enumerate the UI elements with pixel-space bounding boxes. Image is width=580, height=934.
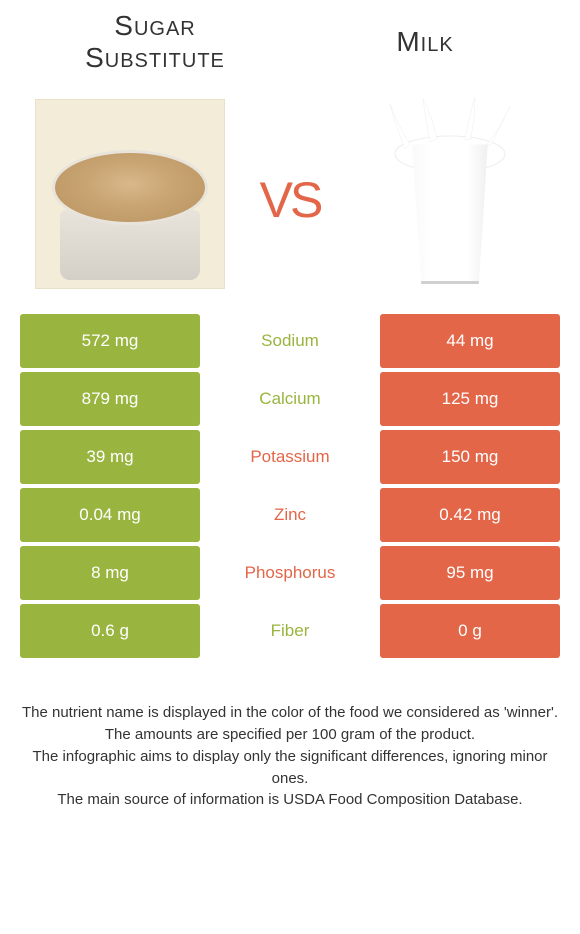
table-row: 0.04 mgZinc0.42 mg [20,488,560,542]
right-value-cell: 0.42 mg [380,488,560,542]
right-food-title: Milk [310,26,540,58]
right-value-cell: 125 mg [380,372,560,426]
nutrient-table: 572 mgSodium44 mg879 mgCalcium125 mg39 m… [0,314,580,658]
left-value-cell: 879 mg [20,372,200,426]
nutrient-label: Zinc [200,488,380,542]
table-row: 0.6 gFiber0 g [20,604,560,658]
nutrient-label: Calcium [200,372,380,426]
left-value-cell: 8 mg [20,546,200,600]
left-food-title: Sugar Substitute [40,10,270,74]
left-value-cell: 0.04 mg [20,488,200,542]
nutrient-label: Fiber [200,604,380,658]
nutrient-label: Phosphorus [200,546,380,600]
nutrient-label: Sodium [200,314,380,368]
right-value-cell: 0 g [380,604,560,658]
left-value-cell: 0.6 g [20,604,200,658]
footer-line: The nutrient name is displayed in the co… [20,702,560,724]
left-value-cell: 39 mg [20,430,200,484]
right-value-cell: 150 mg [380,430,560,484]
table-row: 879 mgCalcium125 mg [20,372,560,426]
footer-line: The amounts are specified per 100 gram o… [20,724,560,746]
right-food-image [350,89,550,289]
right-value-cell: 95 mg [380,546,560,600]
header: Sugar Substitute Milk [0,0,580,79]
nutrient-label: Potassium [200,430,380,484]
table-row: 8 mgPhosphorus95 mg [20,546,560,600]
vs-label: vs [260,152,321,234]
footer-line: The infographic aims to display only the… [20,746,560,790]
table-row: 39 mgPotassium150 mg [20,430,560,484]
images-row: vs [0,79,580,314]
footer-notes: The nutrient name is displayed in the co… [0,662,580,811]
left-value-cell: 572 mg [20,314,200,368]
left-food-image [30,89,230,289]
right-value-cell: 44 mg [380,314,560,368]
table-row: 572 mgSodium44 mg [20,314,560,368]
footer-line: The main source of information is USDA F… [20,789,560,811]
